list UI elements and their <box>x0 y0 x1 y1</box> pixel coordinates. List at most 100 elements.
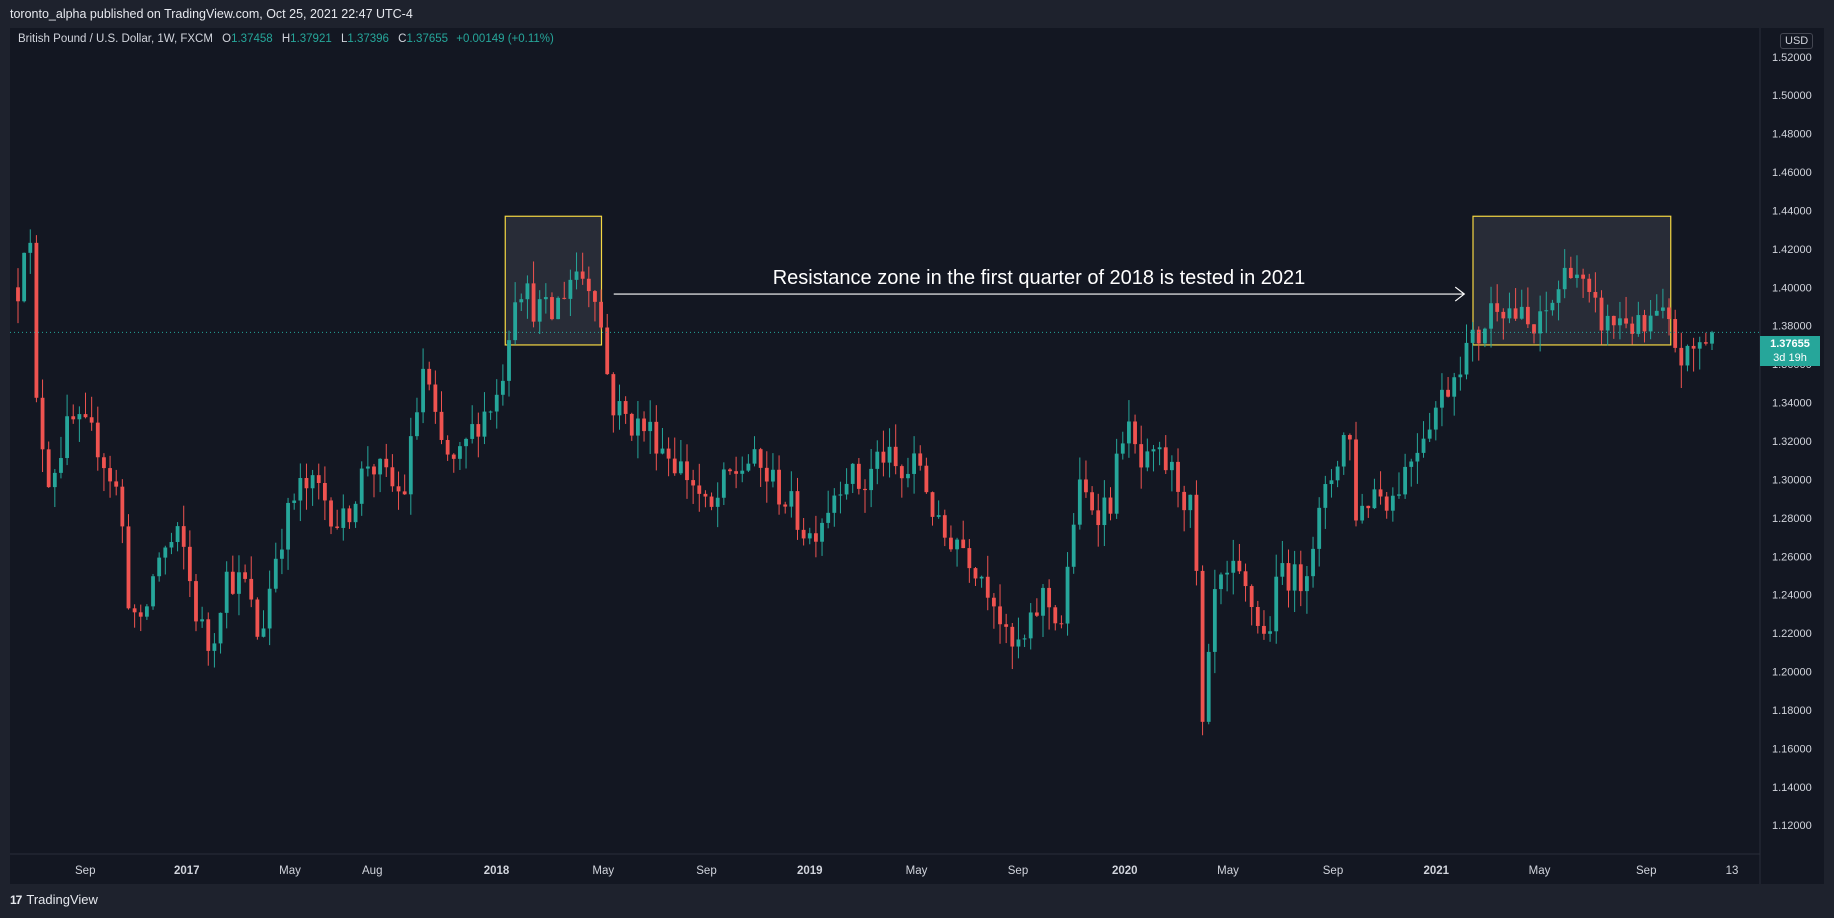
candle-body <box>206 619 211 651</box>
candle <box>1691 337 1696 372</box>
candle-body <box>740 470 745 474</box>
candle <box>132 604 137 628</box>
candle <box>967 539 972 583</box>
candle <box>28 229 33 274</box>
candle <box>206 612 211 666</box>
candle <box>1354 421 1358 527</box>
candle <box>120 479 125 544</box>
candle-body <box>574 271 579 280</box>
candlestick-chart[interactable]: Resistance zone in the first quarter of … <box>10 28 1824 884</box>
candle <box>1329 469 1334 498</box>
candle-body <box>758 449 763 468</box>
candle <box>930 491 935 526</box>
candle-body <box>1458 374 1463 378</box>
candle-body <box>1120 443 1125 454</box>
candle <box>1464 324 1469 380</box>
candle <box>715 482 720 528</box>
candle <box>1219 572 1223 605</box>
candle-body <box>1255 607 1260 626</box>
candle-body <box>1642 315 1647 332</box>
candle-body <box>298 477 303 501</box>
candle <box>642 411 646 442</box>
price-tick-label: 1.44000 <box>1772 205 1812 217</box>
candle-body <box>783 504 788 507</box>
candle <box>721 462 726 505</box>
candle <box>1519 289 1524 320</box>
candle-body <box>1366 505 1371 509</box>
candle <box>1280 540 1285 585</box>
candle-body <box>1206 651 1211 722</box>
price-tick-label: 1.18000 <box>1772 705 1812 717</box>
candle <box>1108 487 1113 521</box>
time-tick-label: Sep <box>75 865 95 877</box>
publisher-text: toronto_alpha published on TradingView.c… <box>10 7 413 21</box>
price-tick-label: 1.52000 <box>1772 52 1812 64</box>
candle-body <box>1538 311 1543 334</box>
candle <box>151 573 155 610</box>
candle <box>212 633 217 668</box>
candle-body <box>1421 438 1426 453</box>
candle-body <box>28 242 33 253</box>
candle-body <box>1219 574 1223 590</box>
candle <box>464 437 468 469</box>
candle-body <box>525 283 530 300</box>
candle <box>1390 487 1395 522</box>
candle <box>942 509 947 547</box>
time-tick-label: 2019 <box>797 865 823 877</box>
candle-body <box>249 578 254 600</box>
candle-body <box>1323 484 1328 508</box>
candle-body <box>1188 494 1193 511</box>
candle-body <box>267 588 272 629</box>
candle-body <box>1200 570 1205 722</box>
candle <box>586 266 591 308</box>
candle <box>1176 448 1180 508</box>
candle <box>65 394 70 466</box>
candle-body <box>1237 560 1242 572</box>
candle <box>881 430 886 477</box>
candle-body <box>163 547 168 558</box>
candle <box>224 561 229 629</box>
candle-body <box>1286 563 1291 591</box>
time-tick-label: 2020 <box>1112 865 1138 877</box>
candle <box>838 481 843 514</box>
candle <box>1446 377 1450 398</box>
candle <box>961 520 966 549</box>
candle-body <box>77 414 82 420</box>
candle <box>550 292 554 321</box>
candle-body <box>1169 461 1174 471</box>
candle-body <box>697 485 702 494</box>
symbol-name: British Pound / U.S. Dollar, 1W, FXCM <box>18 33 213 45</box>
time-tick-label: Aug <box>362 865 382 877</box>
candle-body <box>1415 452 1420 462</box>
candle-body <box>820 522 824 542</box>
candle-body <box>580 271 585 279</box>
resistance-zone-1 <box>504 215 603 346</box>
candle <box>1556 280 1561 321</box>
candle <box>734 456 739 489</box>
chart-pane[interactable]: Resistance zone in the first quarter of … <box>10 28 1824 884</box>
candle-body <box>1108 497 1113 514</box>
candle-body <box>1397 494 1401 496</box>
candle <box>568 269 573 317</box>
currency-badge[interactable]: USD <box>1780 33 1814 49</box>
candle-body <box>1685 345 1690 366</box>
candle <box>402 474 407 495</box>
candle-body <box>1298 564 1303 592</box>
candle-body <box>1532 324 1536 334</box>
candle-body <box>703 493 708 497</box>
candle <box>832 488 837 527</box>
candle <box>255 597 260 640</box>
candle <box>1403 453 1408 499</box>
candle <box>200 606 205 628</box>
candle-body <box>942 515 947 538</box>
candle <box>1427 412 1432 443</box>
candle-body <box>801 529 806 539</box>
candle <box>83 392 88 419</box>
candle-body <box>979 576 984 579</box>
tradingview-brand[interactable]: 17 TradingView <box>10 892 98 907</box>
candle-body <box>83 414 88 418</box>
candle-body <box>237 572 241 594</box>
candle-body <box>421 368 425 413</box>
candle-body <box>685 461 689 481</box>
candle <box>924 457 929 494</box>
